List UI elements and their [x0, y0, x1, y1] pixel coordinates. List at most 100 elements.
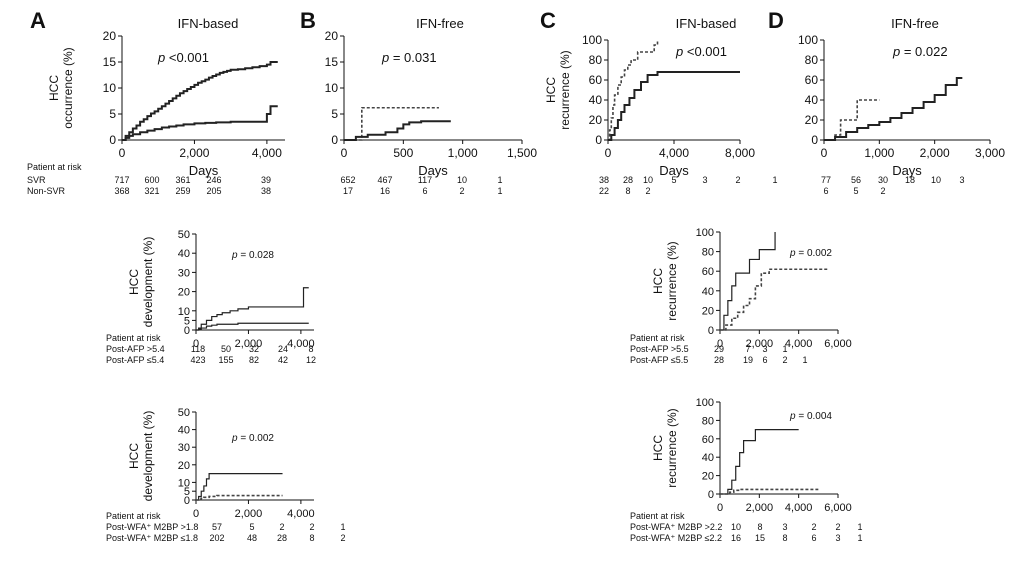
- panel-a-xtick-label: 4,000: [252, 146, 282, 160]
- panel-b-risk-value: 652: [340, 175, 355, 185]
- panel-b-risk-value: 117: [418, 175, 432, 185]
- panel-c2-xtick-label: 0: [717, 338, 723, 350]
- panel-a3-pvalue: p = 0.002: [231, 433, 274, 444]
- panel-c2-ytick-label: 100: [696, 227, 714, 239]
- panel-c2-risk-value: 29: [714, 344, 724, 354]
- panel-c2-risk-value: 19: [743, 355, 753, 365]
- panel-a3-risk-value: 2: [279, 522, 284, 532]
- panel-a2-ylabel: HCC: [127, 269, 141, 295]
- panel-c-risk-value: 22: [599, 186, 609, 196]
- panel-c2-ytick-label: 80: [702, 247, 714, 259]
- panel-a2-ylabel: development (%): [141, 237, 155, 328]
- panel-c2-series-2-line: [720, 268, 829, 331]
- panel-d-xtick-label: 0: [821, 146, 828, 160]
- panel-c3-risk-value: 8: [782, 533, 787, 543]
- panel-d-risk-value: 3: [959, 175, 964, 185]
- panel-c-risk-value: 1: [772, 175, 777, 185]
- panel-a2-pvalue: p = 0.028: [231, 250, 274, 261]
- panel-a2-ytick-label: 30: [178, 267, 190, 279]
- panel-c-title: IFN-based: [676, 16, 737, 31]
- panel-c3-ytick-label: 0: [708, 489, 714, 501]
- panel-a3-risk-value: 8: [309, 533, 314, 543]
- panel-a3-series-1-line: [196, 473, 283, 501]
- panel-c-ylabel: HCC: [544, 77, 558, 103]
- panel-a-risk-row-label: SVR: [27, 175, 46, 185]
- panel-a3-ytick-label: 20: [178, 460, 190, 472]
- panel-a2-ytick-label: 20: [178, 287, 190, 299]
- panel-c-series-1-line: [608, 40, 659, 141]
- panel-d-risk-value: 5: [853, 186, 858, 196]
- panel-a-series-2-line: [122, 105, 278, 141]
- panel-a3-ylabel: development (%): [141, 411, 155, 502]
- panel-b-ytick-label: 0: [331, 133, 338, 147]
- panel-a2-risk-value: 42: [278, 355, 288, 365]
- panel-a3-risk-value: 28: [277, 533, 287, 543]
- panel-a-ytick-label: 0: [109, 133, 116, 147]
- panel-b-risk-value: 467: [377, 175, 392, 185]
- panel-d-ytick-label: 20: [805, 113, 819, 127]
- panel-c3-xtick-label: 4,000: [785, 502, 813, 514]
- panel-a3-ytick-label: 40: [178, 425, 190, 437]
- panel-a2-ytick-label: 50: [178, 229, 190, 241]
- panel-a-ytick-label: 10: [103, 81, 117, 95]
- panel-a2-risk-value: 118: [191, 344, 205, 354]
- panel-b-xtick-label: 500: [393, 146, 413, 160]
- panel-a3-ytick-label: 50: [178, 407, 190, 419]
- panel-d-ytick-label: 100: [798, 33, 818, 47]
- panel-c-ytick-label: 20: [589, 113, 603, 127]
- panel-c2-risk-value: 7: [745, 344, 750, 354]
- panel-d-xtick-label: 2,000: [920, 146, 950, 160]
- panel-a2-xtick-label: 2,000: [235, 338, 263, 350]
- panel-c-risk-value: 38: [599, 175, 609, 185]
- panel-c-ytick-label: 60: [589, 73, 603, 87]
- panel-a-xtick-label: 2,000: [179, 146, 209, 160]
- panel-a-risk-value: 321: [144, 186, 159, 196]
- panel-a3-series-2-line: [196, 494, 283, 501]
- panel-b-series-2-line: [344, 120, 451, 141]
- panel-c2-ytick-label: 0: [708, 325, 714, 337]
- panel-a-risk-value: 717: [114, 175, 129, 185]
- panel-b-xtick-label: 1,000: [448, 146, 478, 160]
- panel-a-xlabel: Days: [189, 163, 219, 178]
- panel-c-risk-value: 2: [645, 186, 650, 196]
- panel-c-ylabel: recurrence (%): [558, 50, 572, 129]
- panel-b-xlabel: Days: [418, 163, 448, 178]
- panel-a2-ytick-label: 40: [178, 248, 190, 260]
- panel-c3-xtick-label: 0: [717, 502, 723, 514]
- panel-a3-risk-header: Patient at risk: [106, 511, 161, 521]
- panel-c3-risk-value: 16: [731, 533, 741, 543]
- panel-c-letter: C: [540, 8, 556, 33]
- panel-a2-risk-value: 155: [218, 355, 233, 365]
- panel-c2-risk-value: 2: [782, 355, 787, 365]
- panel-a3-risk-value: 5: [249, 522, 254, 532]
- panel-c2-series-1-line: [720, 232, 776, 331]
- panel-a-title: IFN-based: [178, 16, 239, 31]
- panel-a2-risk-value: 12: [306, 355, 316, 365]
- panel-b-ytick-label: 5: [331, 107, 338, 121]
- panel-c3-xtick-label: 2,000: [746, 502, 774, 514]
- panel-b-title: IFN-free: [416, 16, 464, 31]
- panel-a3-ylabel: HCC: [127, 443, 141, 469]
- panel-c3-pvalue: p = 0.004: [789, 411, 832, 422]
- panel-b-ytick-label: 15: [325, 55, 339, 69]
- panel-a3-risk-row-label: Post-WFA⁺ M2BP >1.8: [106, 522, 198, 532]
- panel-d-risk-value: 56: [851, 175, 861, 185]
- panel-a2-ytick-label: 5: [184, 315, 190, 327]
- panel-a-pvalue: p <0.001: [157, 50, 209, 65]
- panel-a2-risk-value: 24: [278, 344, 288, 354]
- panel-b-risk-value: 2: [459, 186, 464, 196]
- panel-d-title: IFN-free: [891, 16, 939, 31]
- panel-a2-xtick-label: 0: [193, 338, 199, 350]
- panel-b-pvalue: p = 0.031: [381, 50, 437, 65]
- panel-d-xlabel: Days: [892, 163, 922, 178]
- panel-c-series-2-line: [608, 71, 740, 141]
- panel-c2-risk-row-label: Post-AFP >5.5: [630, 344, 689, 354]
- panel-b-letter: B: [300, 8, 316, 33]
- panel-a-risk-row-label: Non-SVR: [27, 186, 66, 196]
- panel-d-risk-value: 6: [823, 186, 828, 196]
- panel-d-ytick-label: 40: [805, 93, 819, 107]
- panel-d-pvalue: p = 0.022: [892, 44, 948, 59]
- panel-c2-risk-header: Patient at risk: [630, 333, 685, 343]
- panel-a2-series-2-line: [196, 322, 309, 331]
- panel-a-ytick-label: 5: [109, 107, 116, 121]
